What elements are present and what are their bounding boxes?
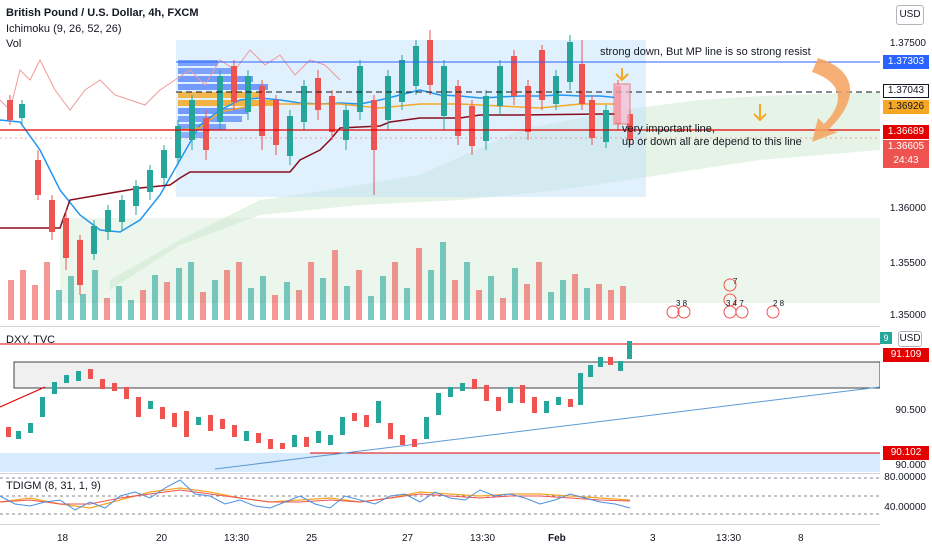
ichimoku-legend[interactable]: Ichimoku (9, 26, 52, 26) [6, 23, 122, 35]
ichimoku-cloud [110, 92, 880, 290]
dxy-tick: 90.500 [895, 405, 926, 416]
event-digits-3: 2 8 [773, 299, 785, 308]
tdigm-legend[interactable]: TDIGM (8, 31, 1, 9) [6, 480, 101, 492]
tdigm-tick: 40.00000 [884, 502, 926, 513]
price-label-137303[interactable]: 1.37303 [883, 55, 929, 69]
event-digits-4: 7 [733, 277, 738, 286]
lagging-span [0, 49, 341, 111]
event-digits-2: 3 4 7 [726, 299, 744, 308]
volume-legend[interactable]: Vol [6, 38, 22, 50]
kijun-line [0, 113, 620, 229]
dxy-label-90102[interactable]: 90.102 [883, 446, 929, 460]
note-strong-down[interactable]: strong down, But MP line is so strong re… [600, 46, 811, 58]
event-digits-1: 3 8 [676, 299, 688, 308]
price-label-136926[interactable]: 1.36926 [883, 100, 929, 114]
dxy-tick: 90.000 [895, 460, 926, 471]
pane-separator [0, 524, 880, 525]
price-tick: 1.37500 [889, 38, 926, 49]
time-label: 18 [57, 533, 69, 544]
tdigm-chart[interactable] [0, 474, 880, 524]
countdown-label: 24:43 [883, 154, 929, 168]
dxy-red-trend [0, 386, 46, 408]
price-tick: 1.35500 [889, 258, 926, 269]
price-label-137043[interactable]: 1.37043 [883, 84, 929, 98]
time-label: 8 [798, 533, 804, 544]
dxy-legend[interactable]: DXY, TVC [6, 334, 56, 346]
dxy-currency-button[interactable]: USD [898, 331, 922, 347]
time-label: 20 [156, 533, 168, 544]
highlight-box [613, 83, 631, 125]
dxy-blue-zone [0, 453, 880, 472]
pane-separator[interactable] [0, 473, 880, 474]
chart-title[interactable]: British Pound / U.S. Dollar, 4h, FXCM [6, 7, 199, 19]
candles [7, 30, 633, 295]
note-important-line-1[interactable]: very important line, [622, 123, 715, 135]
price-tick: 1.35000 [889, 310, 926, 321]
time-label: Feb [548, 533, 566, 544]
dxy-candles [6, 341, 632, 449]
time-label: 13:30 [470, 533, 496, 544]
big-curved-arrow [812, 58, 851, 142]
dxy-blue-trend [214, 386, 880, 470]
down-arrow-small [615, 68, 629, 82]
note-important-line-2[interactable]: up or down all are depend to this line [622, 136, 802, 148]
time-label: 25 [306, 533, 318, 544]
dxy-label-91109[interactable]: 91.109 [883, 348, 929, 362]
dxy-chart[interactable] [0, 327, 880, 472]
event-icons [666, 278, 780, 319]
currency-button[interactable]: USD [896, 5, 924, 25]
price-tick: 1.36000 [889, 203, 926, 214]
dxy-range-box [13, 361, 880, 389]
volume-bars [8, 242, 626, 320]
price-label-136689[interactable]: 1.36689 [883, 125, 929, 139]
price-label-136605[interactable]: 1.36605 [883, 140, 929, 154]
time-label: 3 [650, 533, 656, 544]
tdigm-tick: 80.00000 [884, 472, 926, 483]
main-price-chart[interactable] [0, 0, 880, 325]
time-label: 13:30 [224, 533, 250, 544]
time-label: 27 [402, 533, 414, 544]
dxy-last-label: 9 [880, 332, 892, 344]
pane-separator[interactable] [0, 326, 880, 327]
time-label: 13:30 [716, 533, 742, 544]
down-arrow-small-2 [753, 104, 767, 122]
